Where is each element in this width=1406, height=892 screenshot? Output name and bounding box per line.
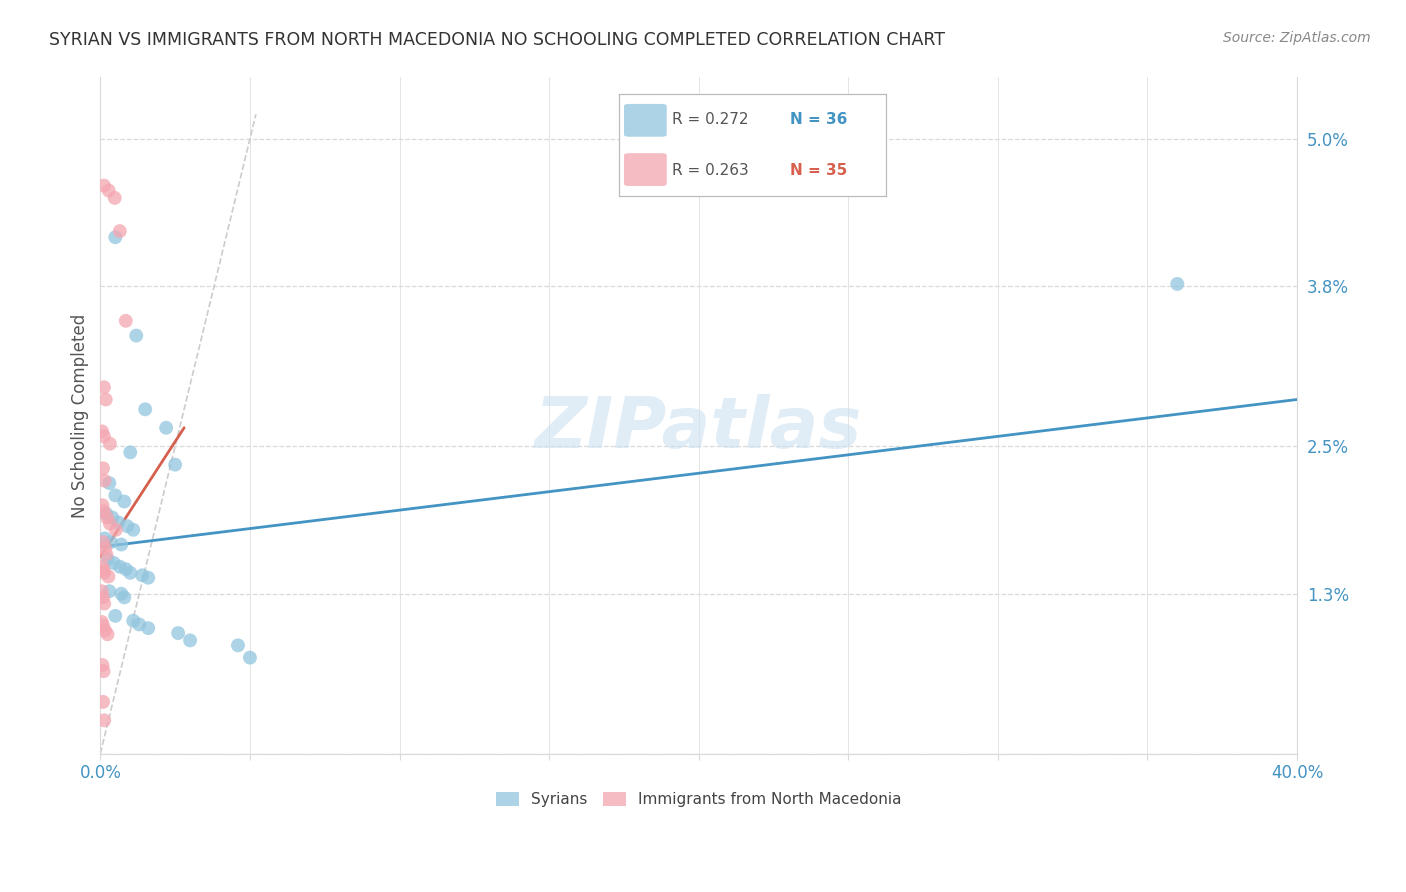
- Point: [136, 571, 159, 585]
- Point: [100, 535, 122, 549]
- Point: [94, 624, 117, 638]
- Point: [90, 615, 112, 629]
- Point: [134, 402, 156, 417]
- Point: [110, 587, 132, 601]
- Y-axis label: No Schooling Completed: No Schooling Completed: [72, 313, 89, 517]
- Point: [91, 618, 114, 632]
- Point: [122, 614, 145, 628]
- FancyBboxPatch shape: [624, 104, 666, 136]
- Point: [155, 421, 177, 435]
- Point: [120, 566, 142, 580]
- Point: [97, 552, 120, 566]
- Point: [94, 532, 117, 546]
- Point: [131, 568, 153, 582]
- Point: [108, 559, 131, 574]
- Point: [98, 476, 121, 491]
- Point: [93, 714, 115, 728]
- Point: [96, 627, 118, 641]
- Point: [104, 230, 127, 244]
- Point: [93, 504, 115, 518]
- Point: [104, 608, 127, 623]
- Point: [179, 633, 201, 648]
- Text: Source: ZipAtlas.com: Source: ZipAtlas.com: [1223, 31, 1371, 45]
- Point: [90, 584, 112, 599]
- Point: [104, 191, 127, 205]
- Point: [112, 494, 135, 508]
- Text: ZIPatlas: ZIPatlas: [534, 394, 862, 464]
- Point: [107, 516, 129, 530]
- Point: [93, 429, 115, 443]
- Point: [122, 523, 145, 537]
- Point: [128, 617, 150, 632]
- Legend: Syrians, Immigrants from North Macedonia: Syrians, Immigrants from North Macedonia: [489, 786, 907, 814]
- Point: [93, 664, 115, 678]
- Point: [98, 516, 121, 531]
- Point: [98, 584, 121, 599]
- Text: R = 0.263: R = 0.263: [672, 162, 749, 178]
- Point: [96, 548, 118, 562]
- Point: [91, 461, 114, 475]
- Point: [97, 184, 120, 198]
- Point: [101, 510, 124, 524]
- Point: [108, 224, 131, 238]
- Point: [91, 535, 114, 549]
- Point: [117, 519, 139, 533]
- Point: [136, 621, 159, 635]
- Point: [97, 569, 120, 583]
- Point: [93, 474, 115, 488]
- Text: R = 0.272: R = 0.272: [672, 112, 748, 128]
- Point: [93, 380, 115, 394]
- Point: [94, 541, 117, 556]
- Point: [112, 591, 135, 605]
- Point: [125, 328, 148, 343]
- Point: [114, 314, 136, 328]
- Point: [91, 498, 114, 512]
- Point: [98, 436, 121, 450]
- Point: [94, 392, 117, 407]
- Point: [104, 488, 127, 502]
- Point: [93, 597, 115, 611]
- Point: [93, 178, 115, 193]
- Point: [167, 626, 190, 640]
- Point: [226, 638, 249, 652]
- Point: [1166, 277, 1188, 291]
- Point: [93, 563, 115, 577]
- Point: [91, 559, 114, 574]
- FancyBboxPatch shape: [624, 153, 666, 186]
- Point: [104, 523, 127, 537]
- Point: [103, 556, 125, 570]
- Point: [91, 695, 114, 709]
- Text: N = 35: N = 35: [790, 162, 846, 178]
- Point: [165, 458, 187, 472]
- Point: [110, 537, 132, 551]
- Point: [93, 566, 115, 580]
- Point: [91, 591, 114, 605]
- Point: [114, 562, 136, 576]
- Point: [120, 445, 142, 459]
- Text: SYRIAN VS IMMIGRANTS FROM NORTH MACEDONIA NO SCHOOLING COMPLETED CORRELATION CHA: SYRIAN VS IMMIGRANTS FROM NORTH MACEDONI…: [49, 31, 945, 49]
- Point: [91, 425, 114, 439]
- Point: [96, 510, 118, 524]
- Point: [96, 507, 118, 521]
- Text: N = 36: N = 36: [790, 112, 846, 128]
- Point: [239, 650, 262, 665]
- Point: [91, 658, 114, 673]
